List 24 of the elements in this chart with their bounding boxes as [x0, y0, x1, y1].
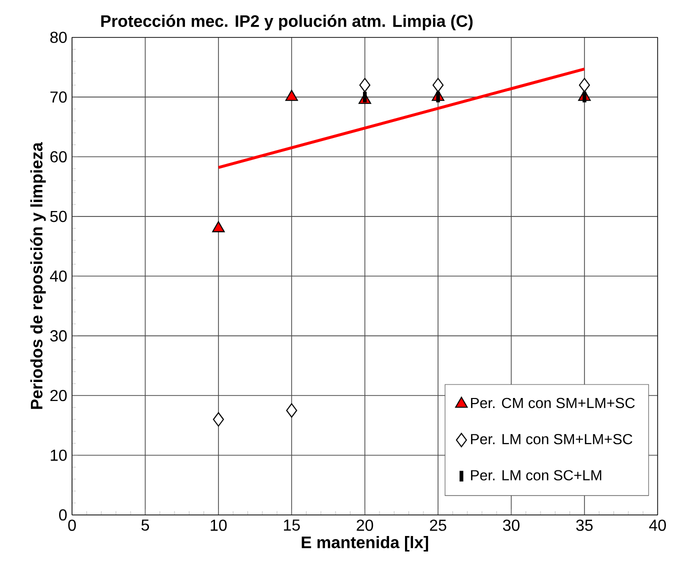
y-tick-label: 60: [50, 151, 67, 163]
y-tick-label: 10: [50, 450, 67, 462]
legend-label: Per. CM con SM+LM+SC: [471, 398, 635, 408]
x-tick-label: 5: [141, 520, 149, 531]
x-tick-label: 30: [502, 520, 520, 532]
y-tick-label: 0: [59, 509, 67, 521]
y-tick-label: 40: [50, 270, 67, 282]
legend-label: Per. LM con SM+LM+SC: [471, 434, 632, 444]
x-tick-label: 25: [430, 520, 446, 532]
y-tick-label: 70: [50, 92, 67, 103]
legend-label: Per. LM con SC+LM: [471, 470, 602, 481]
y-tick-label: 20: [50, 390, 67, 402]
y-tick-label: 30: [50, 330, 67, 342]
y-axis-title: Periodos de reposición y limpieza: [30, 142, 46, 410]
x-tick-label: 40: [649, 520, 666, 532]
x-tick-label: 20: [356, 520, 374, 532]
x-tick-label: 0: [68, 520, 76, 532]
y-tick-label: 80: [50, 32, 67, 44]
x-tick-label: 35: [576, 520, 593, 532]
y-tick-label: 50: [50, 210, 67, 222]
x-tick-label: 15: [284, 520, 300, 531]
chart-title: Protección mec. IP2 y polución atm. Limpia (C): [101, 14, 473, 30]
x-tick-label: 10: [210, 520, 227, 532]
x-axis-title: E mantenida [lx]: [302, 536, 428, 552]
